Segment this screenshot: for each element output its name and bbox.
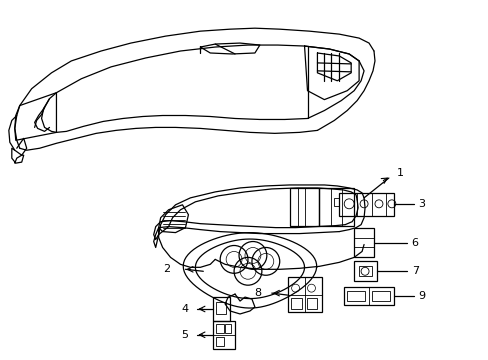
Text: 6: 6 xyxy=(411,238,418,248)
Bar xyxy=(290,298,301,309)
Text: 3: 3 xyxy=(418,199,425,209)
Bar xyxy=(319,188,353,226)
Bar xyxy=(213,321,235,349)
Text: 9: 9 xyxy=(418,291,425,301)
Bar xyxy=(358,266,371,276)
Bar xyxy=(371,291,389,301)
Bar xyxy=(224,324,231,333)
Bar xyxy=(213,297,230,321)
Bar xyxy=(289,188,319,226)
Text: 7: 7 xyxy=(411,266,418,276)
Bar xyxy=(346,291,365,301)
Text: 5: 5 xyxy=(181,330,188,340)
Text: 2: 2 xyxy=(163,264,170,274)
Bar xyxy=(306,298,317,309)
Bar xyxy=(216,337,224,346)
Bar xyxy=(216,324,224,333)
Text: 1: 1 xyxy=(396,168,403,178)
Bar xyxy=(344,287,393,305)
Bar xyxy=(287,277,322,312)
Bar xyxy=(353,228,373,257)
Text: 4: 4 xyxy=(181,304,188,314)
Bar xyxy=(353,261,376,281)
Bar xyxy=(334,198,339,206)
Bar xyxy=(339,193,393,216)
Bar xyxy=(216,302,225,314)
Text: 8: 8 xyxy=(254,288,262,298)
